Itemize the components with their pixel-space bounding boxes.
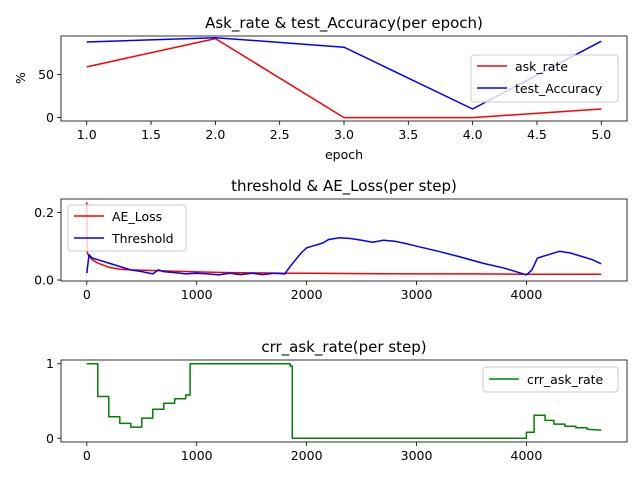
x-tick-label: 0 bbox=[83, 287, 91, 302]
y-tick-label: 0.2 bbox=[34, 205, 54, 220]
subplot-threshold-ae-loss: threshold & AE_Loss(per step) 0 1000 2000 3… bbox=[34, 177, 628, 302]
legend: ask_rate test_Accuracy bbox=[470, 54, 619, 103]
y-tick-label: 0.0 bbox=[34, 272, 54, 287]
subplot-crr-ask-rate: crr_ask_rate(per step) 0 1000 2000 3000 4000… bbox=[46, 338, 628, 463]
legend: crr_ask_rate bbox=[482, 366, 619, 393]
legend: AE_Loss Threshold bbox=[67, 204, 187, 252]
plot-frame bbox=[60, 35, 628, 122]
x-tick-label: 3.0 bbox=[334, 127, 354, 142]
y-tick-label: 50 bbox=[38, 67, 54, 82]
x-tick-label: 3.5 bbox=[398, 127, 418, 142]
x-tick-label: 4.0 bbox=[463, 127, 483, 142]
plot-frame bbox=[60, 359, 628, 443]
legend-label-ae-loss: AE_Loss bbox=[112, 209, 162, 224]
x-tick-label: 3000 bbox=[401, 448, 433, 463]
series-line-ae-loss bbox=[86, 202, 602, 276]
x-tick-label: 1.0 bbox=[77, 127, 97, 142]
subplot-title: crr_ask_rate(per step) bbox=[261, 338, 426, 357]
x-tick-label: 4000 bbox=[511, 448, 543, 463]
x-tick-label: 3000 bbox=[401, 287, 433, 302]
x-tick-label: 2000 bbox=[291, 448, 323, 463]
x-tick-label: 1000 bbox=[181, 448, 213, 463]
x-tick-label: 4.5 bbox=[527, 127, 547, 142]
series-line-crr-ask-rate bbox=[86, 362, 602, 440]
x-tick-label: 5.0 bbox=[591, 127, 611, 142]
x-tick-label: 1.5 bbox=[141, 127, 161, 142]
x-tick-label: 1000 bbox=[181, 287, 213, 302]
y-tick-label: 0 bbox=[46, 110, 54, 125]
plot-frame bbox=[60, 198, 628, 282]
legend-label-ask-rate: ask_rate bbox=[515, 59, 568, 74]
legend-label-threshold: Threshold bbox=[111, 231, 174, 246]
legend-box bbox=[482, 366, 619, 393]
x-axis-label: epoch bbox=[325, 147, 363, 162]
subplot-title: threshold & AE_Loss(per step) bbox=[231, 177, 457, 196]
legend-label-crr-ask-rate: crr_ask_rate bbox=[527, 372, 604, 387]
legend-label-test-accuracy: test_Accuracy bbox=[515, 81, 603, 96]
y-tick-label: 1 bbox=[46, 356, 54, 371]
x-tick-label: 2.5 bbox=[270, 127, 290, 142]
y-tick-label: 0 bbox=[46, 431, 54, 446]
x-tick-label: 2.0 bbox=[205, 127, 225, 142]
subplot-ask-rate-accuracy: Ask_rate & test_Accuracy(per epoch) epoc… bbox=[13, 14, 628, 162]
x-tick-label: 2000 bbox=[291, 287, 323, 302]
y-axis-label: % bbox=[13, 72, 28, 84]
legend-box bbox=[470, 54, 619, 103]
x-tick-label: 4000 bbox=[511, 287, 543, 302]
x-tick-label: 0 bbox=[83, 448, 91, 463]
subplot-title: Ask_rate & test_Accuracy(per epoch) bbox=[205, 14, 483, 33]
